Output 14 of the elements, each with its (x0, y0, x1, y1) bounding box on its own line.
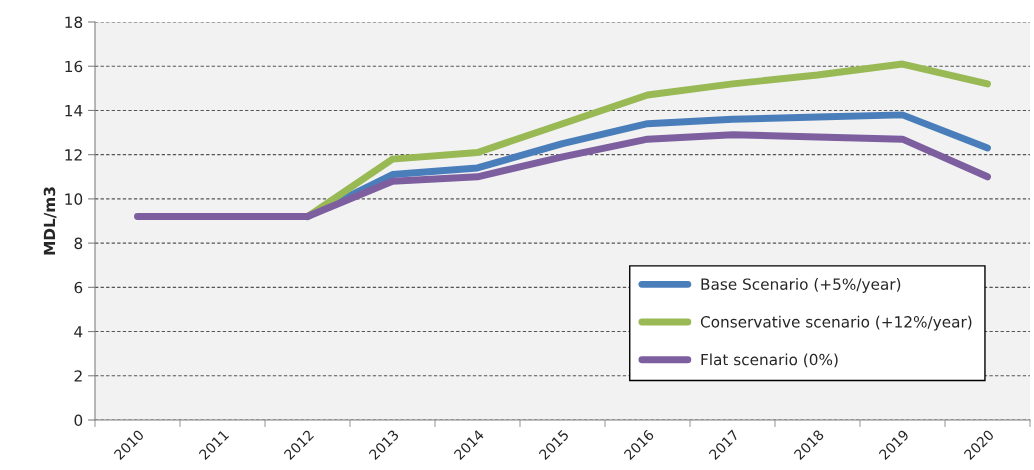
y-tick-label: 16 (65, 60, 83, 73)
legend-label: Flat scenario (0%) (701, 353, 838, 368)
y-axis-title: MDL/m3 (43, 187, 57, 255)
legend-label: Conservative scenario (+12%/year) (700, 315, 972, 331)
y-tick-label: 0 (74, 414, 83, 427)
legend-label: Base Scenario (+5%/year) (701, 278, 901, 293)
y-tick-label: 10 (65, 193, 83, 205)
y-tick-label: 2 (74, 370, 82, 382)
y-tick-label: 8 (74, 237, 83, 250)
y-tick-label: 4 (74, 326, 83, 338)
y-tick-label: 12 (65, 149, 82, 161)
y-tick-label: 18 (65, 16, 83, 29)
y-tick-label: 6 (74, 281, 83, 294)
y-tick-label: 14 (65, 105, 83, 117)
